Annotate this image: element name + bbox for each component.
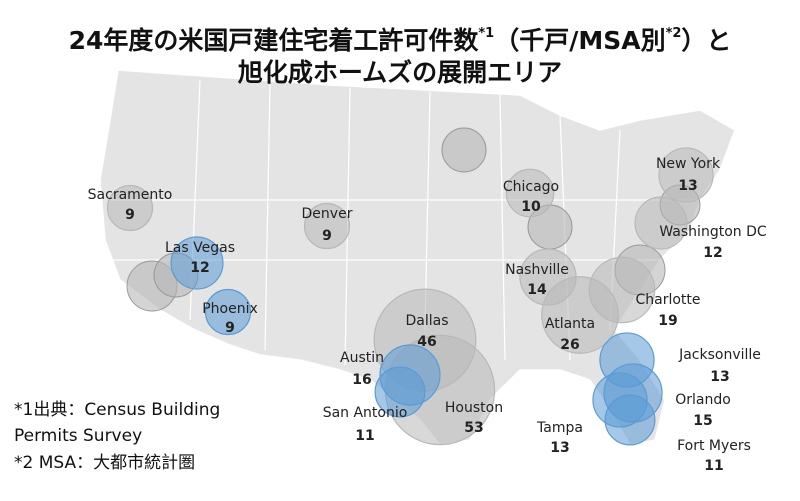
city-name: Washington DC (659, 224, 767, 240)
label-layer: Sacramento 9 Denver 9 Las Vegas 12 Phoenix 9 Dal… (88, 156, 767, 474)
city-value: 9 (322, 228, 332, 244)
city-name: Las Vegas (165, 240, 235, 256)
city-value: 14 (527, 282, 547, 298)
bubble (634, 196, 688, 250)
city-name: Phoenix (202, 301, 258, 317)
city-value: 11 (355, 428, 374, 444)
title-part: 24年度の米国戸建住宅着工許可件数 (69, 26, 480, 55)
bubble (505, 168, 555, 218)
footnote: Permits Survey (14, 426, 142, 446)
city-name: Jacksonville (678, 347, 761, 363)
bubble (658, 147, 714, 203)
city-name: Chicago (503, 179, 559, 195)
city-name: Houston (445, 400, 503, 416)
city-name: Austin (340, 350, 384, 366)
city-value: 13 (678, 178, 697, 194)
city-value: 15 (693, 413, 712, 429)
bubbles: Sacramento 9 Denver 9 Las Vegas 12 Phoenix 9 Dal… (88, 147, 767, 474)
city-name: Nashville (505, 262, 569, 278)
city-name: Tampa (536, 420, 583, 436)
title-sup: *2 (666, 26, 682, 41)
title-line1: 24年度の米国戸建住宅着工許可件数*1（千戸/MSA別*2）と (69, 26, 732, 56)
city-value: 12 (190, 260, 209, 276)
bubble (106, 184, 154, 232)
city-value: 19 (658, 313, 677, 329)
title-line2: 旭化成ホームズの展開エリア (237, 58, 562, 87)
title-part: ）と (681, 26, 731, 55)
bubble (374, 366, 426, 418)
city-name: Denver (302, 206, 353, 222)
bubble (303, 202, 351, 250)
footnote: *2 MSA：大都市統計圏 (14, 453, 195, 473)
bubble (170, 236, 224, 290)
city-name: San Antonio (323, 405, 408, 421)
city-value: 46 (417, 334, 436, 350)
city-value: 26 (560, 337, 579, 353)
city-name: Sacramento (88, 187, 173, 203)
footnote: *1出典：Census Building (14, 400, 220, 420)
bubble (588, 256, 656, 324)
city-value: 9 (125, 207, 135, 223)
city-value: 11 (704, 458, 723, 474)
city-name: Orlando (675, 392, 731, 408)
city-value: 53 (464, 420, 483, 436)
bubble (204, 288, 252, 336)
city-value: 9 (225, 320, 235, 336)
city-value: 13 (550, 440, 569, 456)
city-name: Charlotte (635, 292, 700, 308)
city-name: Fort Myers (677, 438, 751, 454)
city-name: New York (656, 156, 721, 172)
city-name: Atlanta (545, 316, 595, 332)
city-value: 13 (710, 369, 729, 385)
title-part: （千戸/MSA別 (494, 26, 665, 55)
city-name: Dallas (405, 313, 448, 329)
bubble-layer (106, 147, 714, 446)
title-sup: *1 (478, 26, 494, 41)
bubble (604, 394, 656, 446)
city-value: 10 (521, 199, 541, 215)
city-value: 16 (352, 372, 371, 388)
city-value: 12 (703, 245, 722, 261)
